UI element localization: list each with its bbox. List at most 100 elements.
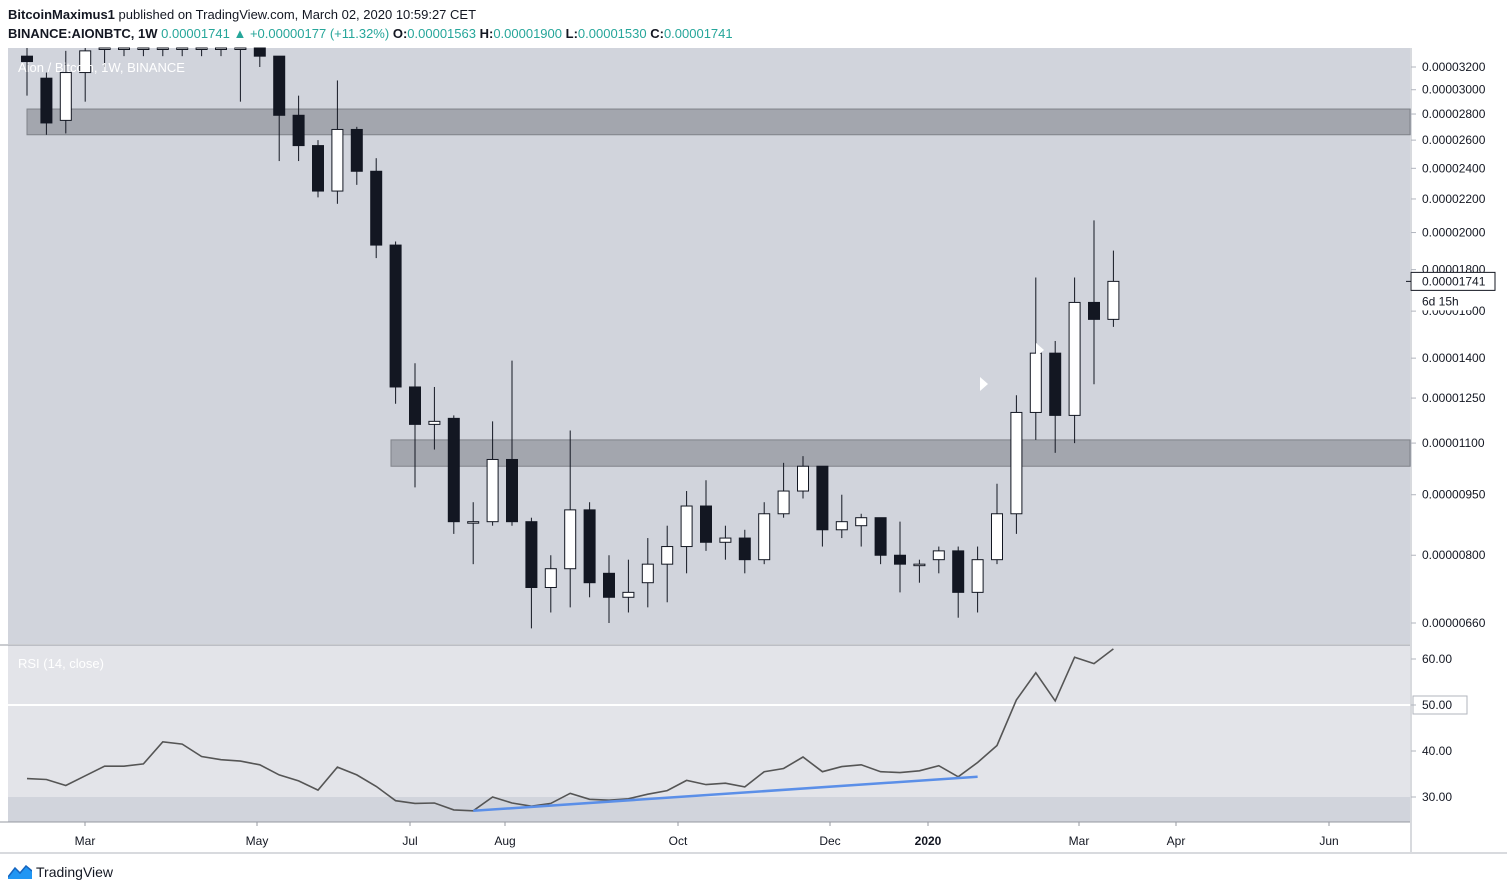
bear-candle (409, 386, 421, 425)
rsi-oversold-band (8, 797, 1410, 822)
price-tick-label: 0.00002200 (1422, 192, 1486, 206)
pane-title: Aion / Bitcoin, 1W, BINANCE (18, 60, 185, 75)
time-tick-label: 2020 (915, 834, 942, 848)
bull-candle (1068, 301, 1081, 416)
bull-candle (79, 50, 92, 74)
bull-candle (971, 559, 984, 593)
rsi-trendline (473, 775, 978, 813)
rsi-pane-bg (8, 645, 1410, 822)
bull-candle (719, 537, 732, 543)
time-tick-label: Jul (402, 834, 417, 848)
bear-candle (738, 537, 751, 561)
bear-candle (894, 554, 906, 565)
price-badge-bg (1410, 271, 1496, 291)
price-tick-label: 0.00001100 (1422, 436, 1485, 450)
bear-candle (312, 145, 324, 192)
bull-candle (835, 521, 848, 531)
bull-candle (428, 420, 441, 425)
bull-candle (215, 47, 227, 50)
bear-candle (350, 128, 363, 172)
bull-candle (467, 521, 480, 524)
time-tick-label: Dec (819, 834, 840, 848)
time-tick-label: Apr (1167, 834, 1186, 848)
bull-candle (118, 47, 130, 50)
bull-candle (622, 591, 635, 598)
close-label: C: (650, 26, 664, 41)
time-tick-label: Aug (494, 834, 515, 848)
price-tick-label: 0.00000950 (1422, 488, 1486, 502)
time-tick-label: Jun (1319, 834, 1338, 848)
bull-candle (1107, 280, 1120, 320)
bear-candle (603, 572, 615, 598)
time-tick-label: Oct (669, 834, 688, 848)
ohlc-header: BINANCE:AIONBTC, 1W 0.00001741 ▲ +0.0000… (8, 26, 733, 41)
tradingview-logo-icon (8, 865, 32, 879)
resistance-zone (390, 439, 1411, 467)
rsi-tick-label: 50.00 (1422, 698, 1452, 712)
bear-candle (370, 170, 383, 246)
bull-candle (641, 563, 654, 584)
time-tick-label: May (246, 834, 269, 848)
bull-candle (661, 546, 674, 565)
price-axis-bg (1411, 48, 1507, 822)
bear-candle (389, 244, 402, 388)
bull-candle (486, 458, 499, 523)
open-label: O: (392, 26, 408, 41)
bull-candle (797, 465, 809, 492)
price-tick-label: 0.00000800 (1422, 548, 1486, 562)
publish-header: BitcoinMaximus1 published on TradingView… (8, 7, 476, 22)
bull-candle (777, 490, 790, 515)
bull-candle (991, 513, 1003, 561)
bear-candle (583, 509, 596, 584)
bull-candle (137, 47, 150, 50)
bear-candle (1049, 352, 1062, 416)
bull-candle (176, 47, 189, 50)
price-tick-label: 0.00000660 (1422, 616, 1486, 630)
price-tick-label: 0.00002600 (1422, 133, 1486, 147)
bull-candle (564, 509, 577, 570)
bear-candle (40, 77, 53, 124)
bear-candle (253, 47, 266, 57)
price-tick-label: 0.00001250 (1422, 391, 1486, 405)
marker-arrow-icon (980, 377, 988, 391)
bull-candle (758, 513, 771, 561)
bull-candle (98, 47, 111, 50)
rsi-title: RSI (14, close) (18, 656, 104, 671)
high-value: 0.00001900 (493, 26, 562, 41)
price-tick-label: 0.00002000 (1422, 226, 1486, 240)
bull-candle (234, 47, 247, 50)
bull-candle (913, 563, 926, 567)
price-tick-label: 0.00002800 (1422, 107, 1486, 121)
bear-candle (21, 55, 33, 63)
rsi-tick-label: 60.00 (1422, 652, 1452, 666)
published-text: published on TradingView.com, March 02, … (118, 7, 477, 22)
rsi-tick-label: 40.00 (1422, 744, 1452, 758)
price-pane-bg (8, 48, 1410, 644)
bull-candle (932, 550, 945, 561)
bear-candle (292, 114, 305, 147)
low-label: L: (565, 26, 578, 41)
footer-brand[interactable]: TradingView (36, 864, 114, 880)
open-value: 0.00001563 (407, 26, 476, 41)
bear-candle (273, 55, 286, 116)
symbol-label: BINANCE:AIONBTC, 1W (8, 26, 158, 41)
publisher-name[interactable]: BitcoinMaximus1 (8, 7, 115, 22)
bear-candle (506, 458, 518, 523)
price-tick-label: 0.00003000 (1422, 83, 1486, 97)
bull-candle (544, 568, 557, 588)
close-value: 0.00001741 (663, 26, 733, 41)
footer: TradingView (8, 864, 113, 880)
bull-candle (59, 72, 72, 121)
bear-candle (952, 550, 965, 593)
price-badge: 0.00001741 (1422, 274, 1486, 288)
bear-candle (1088, 301, 1100, 320)
bear-candle (816, 465, 829, 531)
last-price: 0.00001741 (161, 26, 230, 41)
low-value: 0.00001530 (577, 26, 647, 41)
time-tick-label: Mar (1069, 834, 1090, 848)
up-triangle-icon: ▲ (233, 26, 247, 41)
bear-candle (447, 417, 460, 523)
bull-candle (195, 47, 208, 50)
bull-candle (1029, 352, 1042, 413)
